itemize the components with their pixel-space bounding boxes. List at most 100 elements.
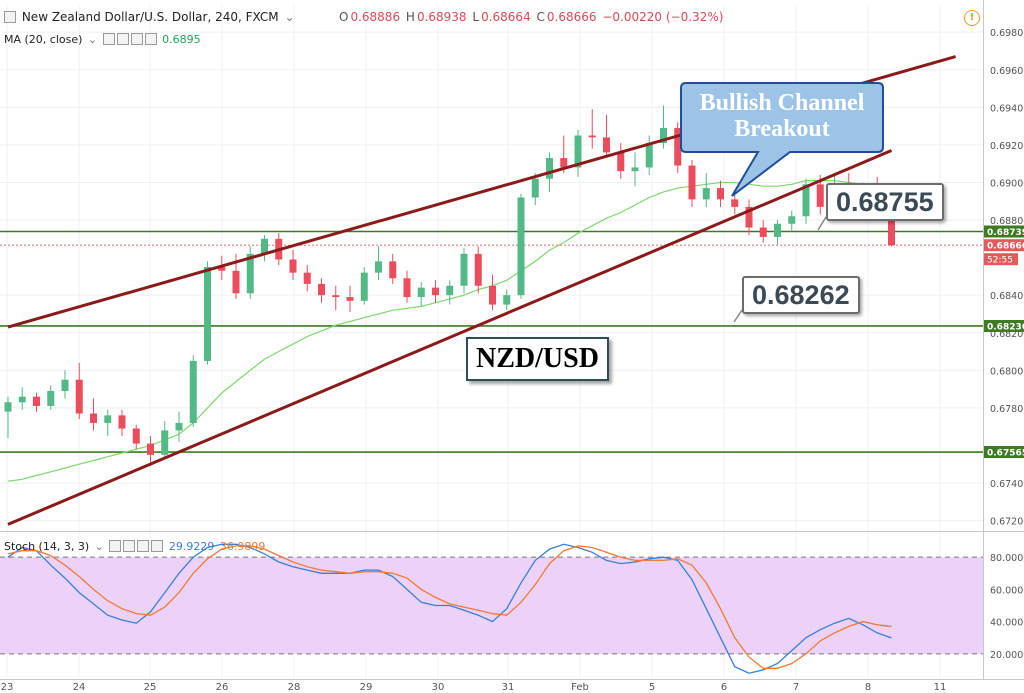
- candle: [631, 152, 639, 187]
- warning-icon[interactable]: !: [964, 10, 980, 26]
- candle: [218, 255, 226, 281]
- candle-body: [588, 135, 596, 138]
- candle: [204, 261, 211, 365]
- ma-legend: MA (20, close) ⌄ 0.6895: [4, 33, 203, 46]
- candle-body: [816, 184, 824, 207]
- stoch-tick-label: 60.0000: [990, 585, 1024, 596]
- candle-body: [104, 415, 112, 423]
- level-price-text: 0.68236: [987, 322, 1024, 332]
- pair-label: NZD/USD: [466, 337, 609, 381]
- close-label: C: [536, 10, 545, 24]
- candle: [432, 280, 439, 303]
- time-tick-label: 29: [360, 682, 373, 693]
- chevron-down-icon[interactable]: ⌄: [87, 33, 98, 46]
- candle-body: [403, 278, 411, 298]
- level-price-tag: [984, 225, 1024, 238]
- low-label: L: [472, 10, 480, 24]
- candle: [375, 246, 382, 281]
- candle-body: [802, 184, 810, 217]
- bubble-text: Bullish Channel Breakout: [699, 90, 865, 142]
- time-tick-label: Feb: [571, 682, 589, 693]
- price-callout-high: 0.68755: [826, 183, 944, 221]
- candle-body: [18, 396, 26, 403]
- ohlc-readout: O 0.68886 H 0.68938 L 0.68664 C 0.68666 −0.0…: [339, 10, 725, 24]
- candle-body: [175, 422, 183, 431]
- candle: [517, 193, 525, 299]
- candle: [289, 250, 297, 281]
- time-tick-label: 7: [793, 682, 799, 693]
- close-value: 0.68666: [546, 10, 597, 24]
- candle: [774, 220, 781, 245]
- candle-body: [702, 188, 710, 200]
- chevron-down-icon[interactable]: ⌄: [284, 10, 295, 24]
- candle-body: [617, 152, 625, 172]
- candle: [90, 398, 97, 431]
- candle-body: [788, 216, 796, 224]
- channel-lower-line: [7, 149, 893, 526]
- ma-label[interactable]: MA (20, close): [4, 33, 83, 46]
- open-value: 0.68886: [350, 10, 401, 24]
- time-tick-label: 31: [502, 682, 515, 693]
- candle-body: [332, 295, 340, 298]
- candle-body: [474, 253, 482, 286]
- candle-body: [446, 285, 454, 296]
- gear-icon[interactable]: [116, 33, 129, 45]
- candle: [303, 265, 311, 292]
- callout-pointer-low: [733, 309, 743, 323]
- stoch-d-value: 36.9899: [219, 540, 266, 553]
- close-icon[interactable]: [151, 540, 164, 552]
- stoch-tick-label: 20.0000: [990, 650, 1024, 661]
- stoch-label[interactable]: Stoch (14, 3, 3): [4, 540, 90, 553]
- candle-body: [517, 197, 525, 296]
- candle: [531, 173, 539, 206]
- candle: [332, 285, 340, 311]
- gear-icon[interactable]: [123, 540, 136, 552]
- candle-body: [161, 430, 169, 455]
- candle-body: [717, 188, 724, 200]
- chevron-down-icon[interactable]: ⌄: [94, 540, 104, 553]
- candle: [261, 235, 268, 262]
- eye-icon[interactable]: [102, 33, 115, 45]
- candle-body: [33, 396, 40, 407]
- stoch-band: [0, 557, 983, 654]
- candle: [688, 159, 696, 207]
- candle: [474, 246, 482, 294]
- time-tick-label: 28: [288, 682, 301, 693]
- change-value: −0.00220 (−0.32%): [602, 10, 724, 24]
- candle: [617, 143, 625, 179]
- source-icon[interactable]: [130, 33, 143, 45]
- candle-body: [289, 259, 297, 273]
- candle-body: [489, 285, 496, 305]
- eye-icon[interactable]: [109, 540, 122, 552]
- source-icon[interactable]: [137, 540, 150, 552]
- candle: [318, 278, 325, 303]
- candle-body: [189, 360, 197, 423]
- candle: [175, 411, 183, 442]
- candle: [574, 129, 582, 177]
- collapse-icon[interactable]: [4, 11, 16, 23]
- candle-body: [574, 135, 582, 168]
- close-icon[interactable]: [144, 33, 157, 45]
- candle: [61, 370, 69, 399]
- low-value: 0.68664: [481, 10, 531, 24]
- candle-body: [745, 206, 753, 228]
- symbol-title[interactable]: New Zealand Dollar/U.S. Dollar, 240, FXC…: [21, 10, 279, 24]
- stoch-k-line: [7, 543, 892, 674]
- candle: [147, 436, 154, 467]
- time-tick-label: 8: [865, 682, 871, 693]
- candle: [360, 267, 368, 305]
- countdown-text: 52:55: [987, 256, 1013, 266]
- candle: [446, 280, 454, 305]
- time-tick-label: 5: [649, 682, 655, 693]
- time-tick-label: 24: [73, 682, 86, 693]
- level-price-text: 0.68739: [987, 228, 1024, 238]
- stoch-legend: Stoch (14, 3, 3) ⌄ 29.9229 36.9899: [4, 540, 267, 553]
- ma-value: 0.6895: [162, 33, 201, 46]
